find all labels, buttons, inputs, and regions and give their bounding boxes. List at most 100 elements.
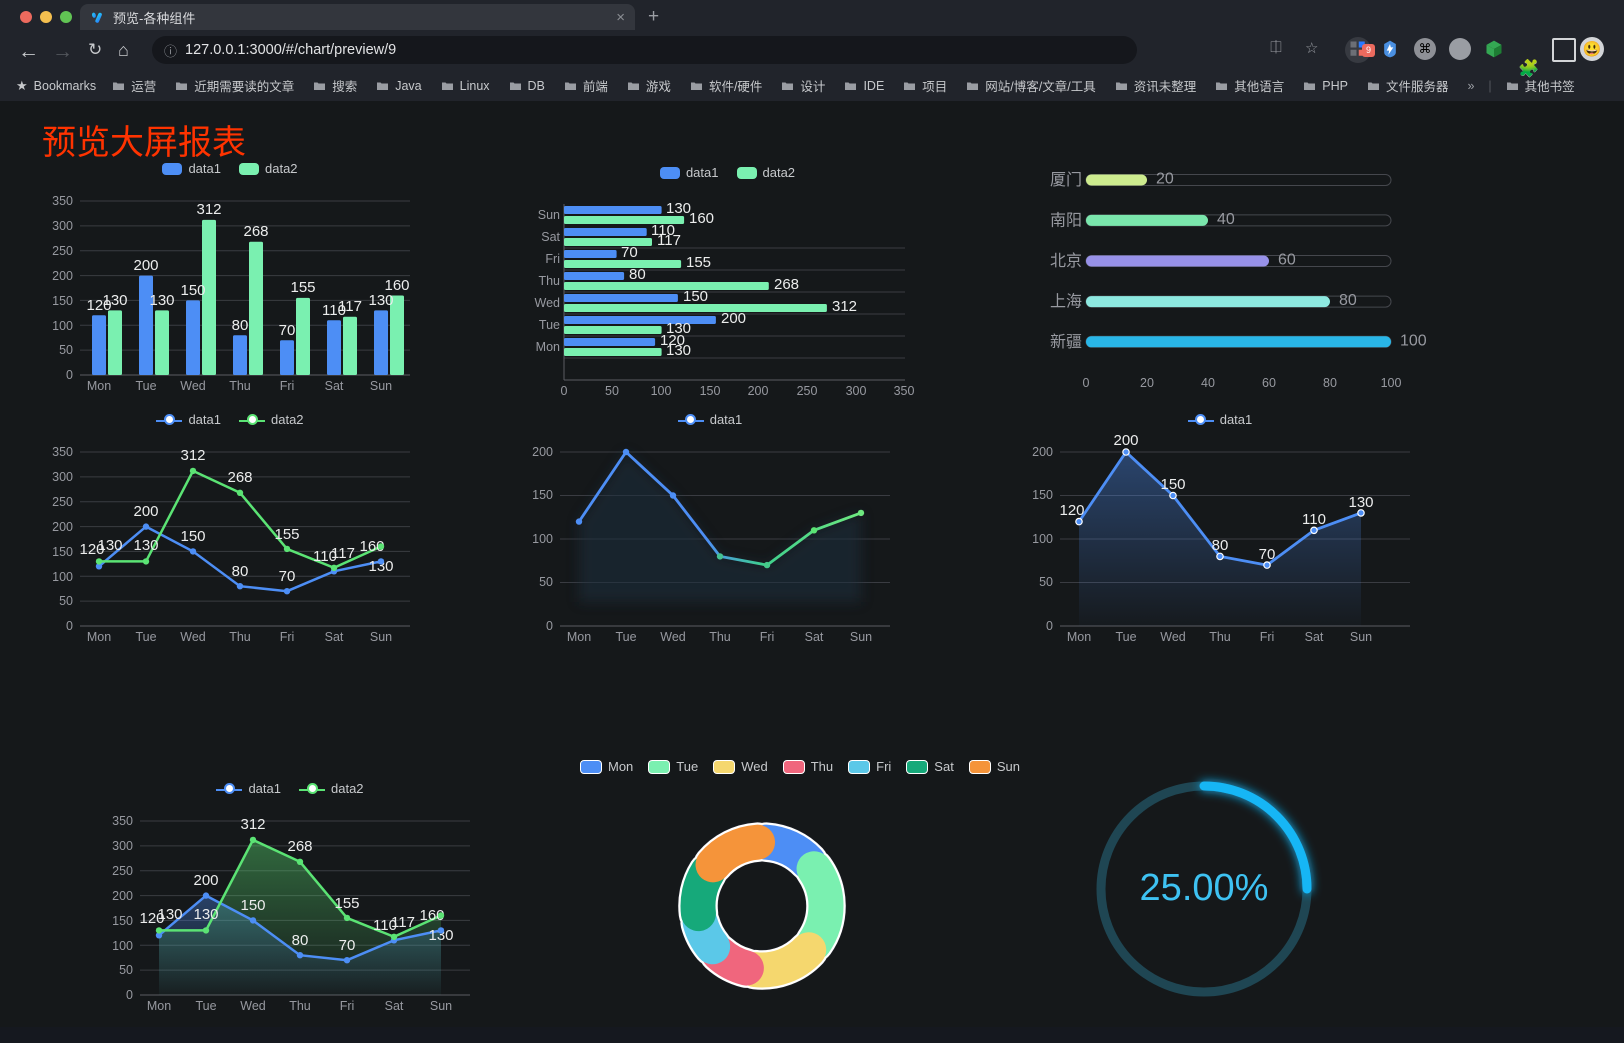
svg-text:200: 200	[112, 889, 133, 903]
svg-text:Wed: Wed	[240, 999, 266, 1013]
svg-text:Sat: Sat	[325, 630, 344, 644]
svg-text:Mon: Mon	[147, 999, 171, 1013]
svg-text:南阳: 南阳	[1050, 211, 1082, 229]
svg-text:Tue: Tue	[195, 999, 216, 1013]
svg-text:Mon: Mon	[536, 340, 560, 354]
svg-text:Sat: Sat	[1305, 630, 1324, 644]
svg-text:Wed: Wed	[180, 379, 206, 393]
svg-text:40: 40	[1201, 376, 1215, 390]
svg-text:268: 268	[227, 469, 252, 486]
svg-text:200: 200	[1032, 445, 1053, 459]
svg-text:150: 150	[52, 545, 73, 559]
svg-text:130: 130	[157, 906, 182, 923]
svg-text:130: 130	[102, 292, 127, 309]
svg-text:60: 60	[1262, 376, 1276, 390]
svg-text:80: 80	[232, 563, 249, 580]
svg-text:Wed: Wed	[180, 630, 206, 644]
svg-text:Sat: Sat	[805, 630, 824, 644]
svg-text:70: 70	[279, 568, 296, 585]
svg-text:Sun: Sun	[850, 630, 872, 644]
svg-text:350: 350	[52, 194, 73, 208]
svg-text:155: 155	[290, 279, 315, 296]
svg-text:Sun: Sun	[430, 999, 452, 1013]
svg-text:150: 150	[532, 488, 553, 502]
svg-text:Thu: Thu	[538, 274, 560, 288]
svg-text:70: 70	[339, 937, 356, 954]
svg-text:150: 150	[1160, 476, 1185, 493]
svg-text:0: 0	[546, 619, 553, 633]
svg-text:Tue: Tue	[615, 630, 636, 644]
svg-text:200: 200	[133, 503, 158, 520]
svg-text:Sat: Sat	[325, 379, 344, 393]
svg-text:70: 70	[1259, 546, 1276, 563]
svg-text:100: 100	[1400, 332, 1427, 349]
svg-text:50: 50	[119, 963, 133, 977]
svg-text:0: 0	[66, 619, 73, 633]
svg-text:北京: 北京	[1050, 252, 1082, 270]
svg-text:200: 200	[1113, 432, 1138, 449]
svg-text:268: 268	[774, 276, 799, 293]
svg-text:Sun: Sun	[370, 630, 392, 644]
svg-text:200: 200	[193, 872, 218, 889]
svg-text:117: 117	[338, 298, 362, 315]
svg-text:130: 130	[1348, 494, 1373, 511]
svg-text:0: 0	[126, 988, 133, 1002]
svg-text:150: 150	[52, 294, 73, 308]
svg-text:Mon: Mon	[1067, 630, 1091, 644]
svg-text:155: 155	[334, 895, 359, 912]
svg-text:250: 250	[112, 864, 133, 878]
svg-text:Mon: Mon	[87, 379, 111, 393]
svg-text:0: 0	[1083, 376, 1090, 390]
svg-text:300: 300	[52, 219, 73, 233]
svg-text:150: 150	[683, 288, 708, 305]
svg-text:200: 200	[133, 257, 158, 274]
svg-text:70: 70	[279, 322, 296, 339]
svg-text:100: 100	[1032, 532, 1053, 546]
svg-text:Mon: Mon	[567, 630, 591, 644]
svg-text:50: 50	[1039, 575, 1053, 589]
svg-text:Sun: Sun	[370, 379, 392, 393]
svg-text:200: 200	[52, 269, 73, 283]
svg-text:100: 100	[532, 532, 553, 546]
svg-text:268: 268	[287, 838, 312, 855]
svg-text:80: 80	[232, 317, 249, 334]
svg-text:110: 110	[1302, 511, 1326, 528]
svg-text:150: 150	[180, 528, 205, 545]
svg-text:100: 100	[52, 570, 73, 584]
svg-text:70: 70	[621, 244, 638, 261]
svg-text:150: 150	[240, 897, 265, 914]
svg-text:130: 130	[666, 200, 691, 217]
svg-text:117: 117	[657, 232, 681, 249]
svg-text:312: 312	[240, 816, 265, 833]
svg-text:Thu: Thu	[1209, 630, 1231, 644]
svg-text:312: 312	[832, 298, 857, 315]
svg-text:80: 80	[1339, 292, 1357, 309]
svg-text:150: 150	[1032, 488, 1053, 502]
svg-text:上海: 上海	[1050, 293, 1082, 311]
svg-text:Sun: Sun	[1350, 630, 1372, 644]
svg-text:Tue: Tue	[135, 379, 156, 393]
svg-text:300: 300	[112, 839, 133, 853]
svg-text:Fri: Fri	[340, 999, 355, 1013]
svg-text:20: 20	[1156, 171, 1174, 188]
svg-text:350: 350	[52, 445, 73, 459]
svg-text:0: 0	[66, 368, 73, 382]
svg-text:130: 130	[133, 537, 158, 554]
svg-text:200: 200	[52, 520, 73, 534]
svg-text:130: 130	[97, 537, 122, 554]
svg-text:Tue: Tue	[1115, 630, 1136, 644]
svg-text:40: 40	[1217, 211, 1235, 228]
svg-text:Fri: Fri	[545, 252, 560, 266]
svg-text:Wed: Wed	[660, 630, 686, 644]
svg-text:50: 50	[539, 575, 553, 589]
svg-text:20: 20	[1140, 376, 1154, 390]
svg-text:155: 155	[274, 526, 299, 543]
svg-text:60: 60	[1278, 252, 1296, 269]
svg-text:0: 0	[1046, 619, 1053, 633]
svg-text:130: 130	[666, 342, 691, 359]
svg-text:130: 130	[193, 906, 218, 923]
svg-text:150: 150	[112, 914, 133, 928]
svg-text:312: 312	[180, 447, 205, 464]
svg-text:160: 160	[689, 210, 714, 227]
svg-text:Sat: Sat	[385, 999, 404, 1013]
